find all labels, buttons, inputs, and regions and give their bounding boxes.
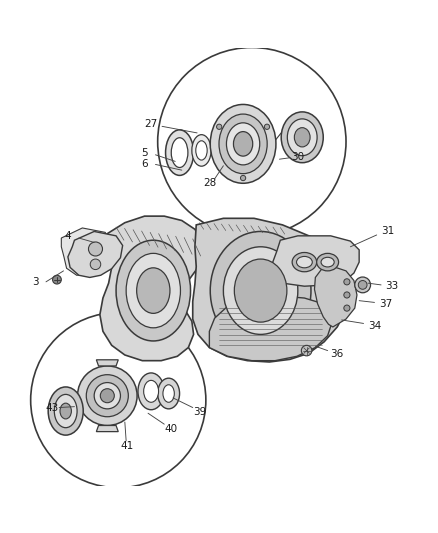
Ellipse shape — [163, 385, 174, 402]
Text: 31: 31 — [381, 227, 394, 237]
Text: 28: 28 — [204, 178, 217, 188]
Circle shape — [265, 124, 270, 130]
Circle shape — [53, 275, 61, 284]
Ellipse shape — [294, 128, 310, 147]
Ellipse shape — [234, 259, 287, 322]
Circle shape — [301, 345, 312, 356]
Circle shape — [31, 312, 206, 488]
Ellipse shape — [48, 387, 83, 435]
Ellipse shape — [116, 240, 191, 341]
Polygon shape — [272, 236, 359, 286]
Circle shape — [355, 277, 371, 293]
Circle shape — [240, 175, 246, 181]
Ellipse shape — [287, 119, 317, 156]
Ellipse shape — [281, 112, 323, 163]
Polygon shape — [100, 216, 202, 361]
Ellipse shape — [60, 403, 71, 419]
Text: 34: 34 — [368, 321, 381, 330]
Ellipse shape — [138, 373, 164, 410]
Text: 39: 39 — [193, 407, 206, 417]
Ellipse shape — [226, 123, 260, 165]
Circle shape — [216, 124, 222, 130]
Circle shape — [358, 280, 367, 289]
Text: 40: 40 — [164, 424, 177, 434]
Text: 43: 43 — [45, 402, 58, 413]
Text: 36: 36 — [331, 349, 344, 359]
Ellipse shape — [210, 104, 276, 183]
Ellipse shape — [137, 268, 170, 313]
Ellipse shape — [94, 383, 120, 409]
Text: 5: 5 — [141, 148, 148, 158]
Ellipse shape — [171, 138, 188, 167]
Polygon shape — [96, 425, 118, 432]
Text: 30: 30 — [291, 152, 304, 162]
Ellipse shape — [219, 114, 267, 174]
Ellipse shape — [126, 253, 180, 328]
Ellipse shape — [210, 231, 311, 350]
Polygon shape — [96, 360, 118, 366]
Ellipse shape — [158, 378, 180, 409]
Text: 33: 33 — [385, 281, 399, 291]
Polygon shape — [68, 231, 123, 278]
Text: 4: 4 — [64, 231, 71, 241]
Circle shape — [344, 305, 350, 311]
Circle shape — [158, 47, 346, 236]
Polygon shape — [193, 219, 350, 362]
Circle shape — [90, 259, 101, 270]
Ellipse shape — [321, 257, 334, 267]
Polygon shape — [314, 266, 357, 327]
Text: 6: 6 — [141, 159, 148, 168]
Ellipse shape — [166, 130, 194, 175]
Ellipse shape — [86, 375, 128, 417]
Ellipse shape — [223, 247, 298, 334]
Ellipse shape — [100, 389, 114, 403]
Ellipse shape — [144, 381, 159, 402]
Circle shape — [344, 279, 350, 285]
Ellipse shape — [292, 253, 317, 272]
Ellipse shape — [233, 132, 253, 156]
Ellipse shape — [78, 366, 137, 425]
Text: 3: 3 — [32, 277, 39, 287]
Ellipse shape — [317, 253, 339, 271]
Ellipse shape — [192, 135, 211, 166]
Ellipse shape — [54, 394, 77, 427]
Text: 41: 41 — [120, 441, 134, 451]
Text: 37: 37 — [379, 298, 392, 309]
Polygon shape — [61, 228, 113, 275]
Ellipse shape — [196, 141, 207, 160]
Text: 27: 27 — [145, 119, 158, 129]
Polygon shape — [209, 296, 332, 361]
Circle shape — [344, 292, 350, 298]
Circle shape — [88, 242, 102, 256]
Ellipse shape — [297, 256, 312, 268]
